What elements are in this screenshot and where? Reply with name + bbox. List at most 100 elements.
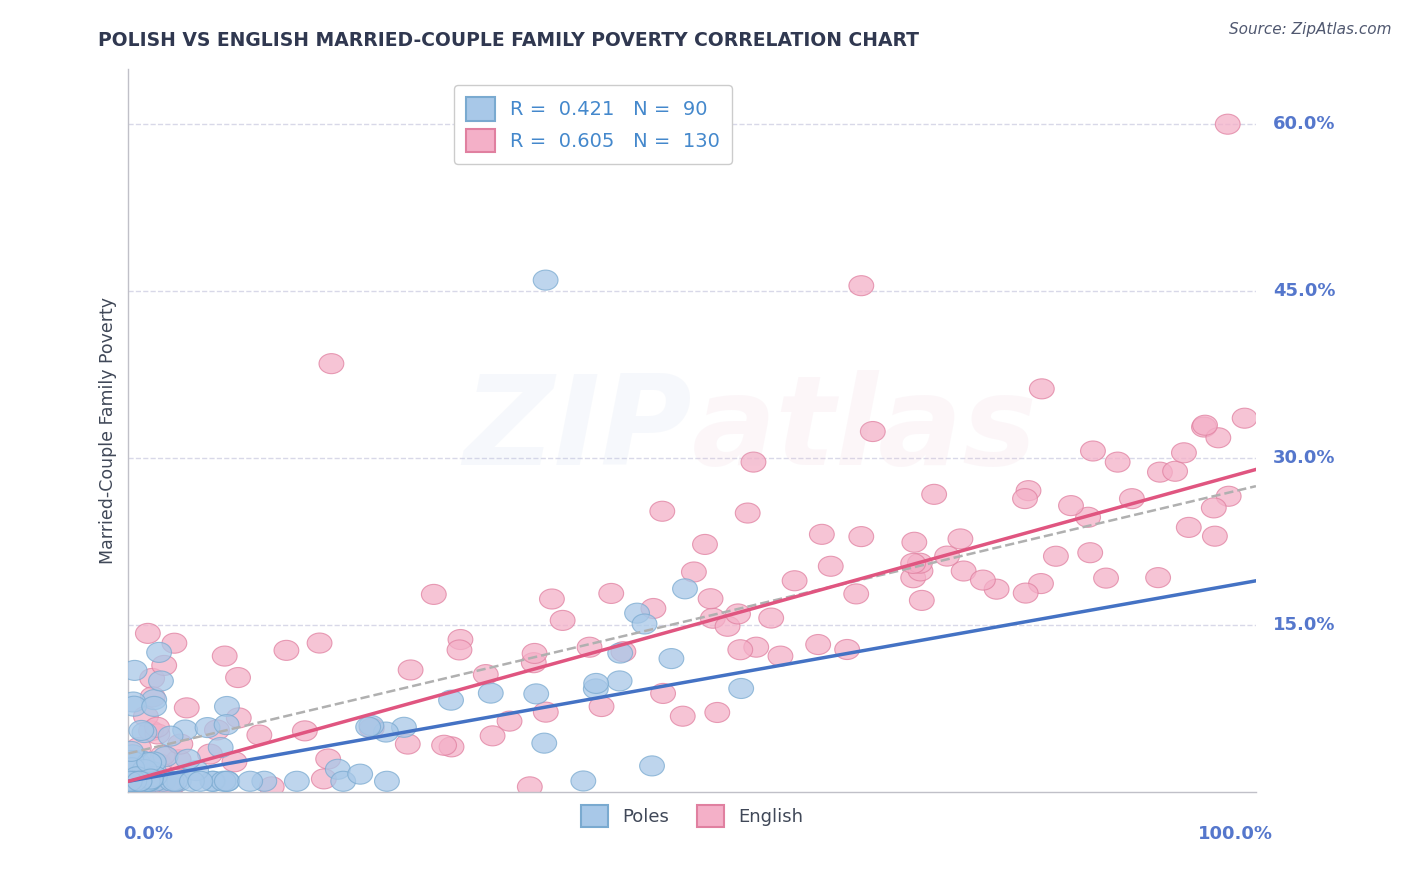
Ellipse shape (1029, 379, 1054, 399)
Ellipse shape (633, 614, 657, 634)
Ellipse shape (901, 553, 925, 574)
Ellipse shape (122, 660, 148, 681)
Ellipse shape (125, 767, 149, 787)
Ellipse shape (135, 765, 160, 785)
Ellipse shape (127, 772, 150, 791)
Ellipse shape (284, 772, 309, 791)
Legend: Poles, English: Poles, English (574, 797, 810, 834)
Ellipse shape (122, 777, 148, 797)
Ellipse shape (129, 751, 155, 771)
Ellipse shape (142, 752, 166, 772)
Ellipse shape (121, 745, 145, 764)
Ellipse shape (122, 772, 148, 791)
Ellipse shape (167, 734, 193, 754)
Ellipse shape (860, 422, 886, 442)
Ellipse shape (141, 687, 165, 706)
Ellipse shape (478, 683, 503, 703)
Ellipse shape (360, 718, 384, 739)
Ellipse shape (682, 562, 706, 582)
Ellipse shape (583, 679, 609, 699)
Ellipse shape (120, 757, 145, 778)
Text: atlas: atlas (692, 370, 1038, 491)
Ellipse shape (121, 772, 146, 791)
Ellipse shape (728, 679, 754, 698)
Ellipse shape (607, 643, 633, 663)
Ellipse shape (118, 741, 143, 762)
Ellipse shape (316, 749, 340, 769)
Text: 45.0%: 45.0% (1272, 282, 1336, 301)
Ellipse shape (118, 777, 143, 797)
Ellipse shape (163, 772, 187, 791)
Ellipse shape (132, 777, 157, 797)
Ellipse shape (700, 608, 725, 628)
Ellipse shape (908, 561, 934, 581)
Ellipse shape (641, 599, 666, 618)
Ellipse shape (356, 717, 381, 737)
Ellipse shape (142, 697, 166, 716)
Ellipse shape (148, 754, 172, 774)
Ellipse shape (157, 726, 183, 746)
Ellipse shape (176, 749, 201, 769)
Ellipse shape (156, 777, 181, 797)
Ellipse shape (1029, 574, 1053, 593)
Ellipse shape (1201, 498, 1226, 518)
Ellipse shape (208, 738, 233, 757)
Ellipse shape (449, 630, 472, 649)
Text: 30.0%: 30.0% (1272, 450, 1336, 467)
Ellipse shape (768, 646, 793, 666)
Ellipse shape (127, 772, 152, 791)
Ellipse shape (1192, 415, 1218, 435)
Ellipse shape (136, 753, 162, 772)
Ellipse shape (125, 777, 150, 797)
Ellipse shape (522, 653, 546, 673)
Ellipse shape (122, 777, 148, 797)
Ellipse shape (118, 772, 142, 791)
Ellipse shape (201, 772, 226, 791)
Ellipse shape (744, 637, 769, 657)
Ellipse shape (671, 706, 695, 726)
Ellipse shape (524, 684, 548, 704)
Ellipse shape (1119, 489, 1144, 508)
Ellipse shape (935, 546, 959, 566)
Ellipse shape (159, 772, 184, 791)
Ellipse shape (533, 270, 558, 290)
Ellipse shape (136, 772, 162, 791)
Ellipse shape (607, 671, 633, 691)
Ellipse shape (901, 533, 927, 552)
Ellipse shape (1232, 409, 1257, 428)
Ellipse shape (517, 777, 543, 797)
Ellipse shape (550, 610, 575, 631)
Ellipse shape (174, 698, 200, 718)
Ellipse shape (952, 561, 976, 581)
Ellipse shape (844, 584, 869, 604)
Ellipse shape (121, 777, 146, 797)
Ellipse shape (439, 690, 464, 710)
Ellipse shape (159, 777, 184, 797)
Ellipse shape (146, 642, 172, 663)
Ellipse shape (121, 772, 146, 791)
Ellipse shape (1094, 568, 1118, 588)
Ellipse shape (118, 758, 142, 778)
Ellipse shape (247, 725, 271, 745)
Ellipse shape (122, 752, 148, 772)
Ellipse shape (238, 772, 263, 791)
Ellipse shape (699, 589, 723, 608)
Ellipse shape (204, 720, 229, 740)
Text: Source: ZipAtlas.com: Source: ZipAtlas.com (1229, 22, 1392, 37)
Ellipse shape (395, 734, 420, 754)
Ellipse shape (124, 750, 148, 771)
Y-axis label: Married-Couple Family Poverty: Married-Couple Family Poverty (100, 297, 117, 564)
Ellipse shape (319, 353, 344, 374)
Ellipse shape (741, 452, 766, 472)
Ellipse shape (672, 579, 697, 599)
Ellipse shape (1147, 462, 1173, 483)
Ellipse shape (571, 771, 596, 791)
Ellipse shape (142, 690, 166, 710)
Ellipse shape (180, 772, 204, 791)
Ellipse shape (152, 656, 177, 675)
Text: 0.0%: 0.0% (122, 825, 173, 843)
Ellipse shape (531, 733, 557, 753)
Ellipse shape (1191, 417, 1216, 437)
Ellipse shape (725, 604, 751, 624)
Ellipse shape (118, 772, 143, 791)
